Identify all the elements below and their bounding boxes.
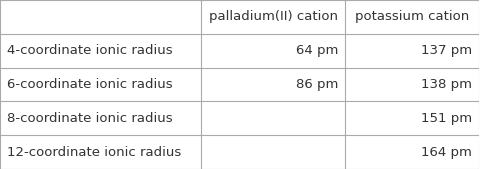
Text: 164 pm: 164 pm <box>422 146 472 159</box>
Text: potassium cation: potassium cation <box>355 10 469 23</box>
Text: 6-coordinate ionic radius: 6-coordinate ionic radius <box>7 78 173 91</box>
Text: 86 pm: 86 pm <box>296 78 338 91</box>
Text: 137 pm: 137 pm <box>421 44 472 57</box>
Text: 138 pm: 138 pm <box>421 78 472 91</box>
Text: 12-coordinate ionic radius: 12-coordinate ionic radius <box>7 146 181 159</box>
Text: 8-coordinate ionic radius: 8-coordinate ionic radius <box>7 112 173 125</box>
Text: palladium(II) cation: palladium(II) cation <box>209 10 338 23</box>
Text: 4-coordinate ionic radius: 4-coordinate ionic radius <box>7 44 173 57</box>
Text: 64 pm: 64 pm <box>296 44 338 57</box>
Text: 151 pm: 151 pm <box>421 112 472 125</box>
